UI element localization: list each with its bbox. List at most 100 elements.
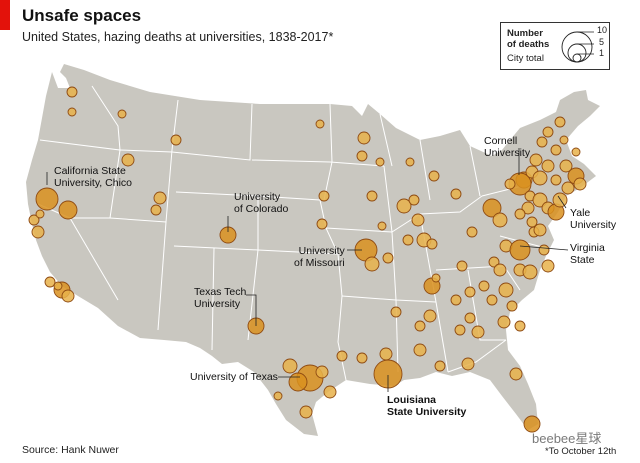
city-bubble [62,290,74,302]
city-bubble [68,108,76,116]
city-bubble [317,219,327,229]
city-bubble [494,264,506,276]
city-bubble [551,145,561,155]
label-university-of-texas: University of Texas [190,372,278,384]
footnote: *To October 12th [545,446,616,457]
city-bubble [537,137,547,147]
label-louisiana-state-university: Louisiana State University [387,395,466,418]
city-bubble [406,158,414,166]
city-bubble [32,226,44,238]
legend-title-line1: Number [507,28,543,39]
legend-subtitle: City total [507,53,544,64]
city-bubble [316,366,328,378]
city-bubble [432,274,440,282]
city-bubble [337,351,347,361]
city-bubble [465,287,475,297]
city-bubble [154,192,166,204]
city-bubble [376,158,384,166]
infographic-page: { "title": "Unsafe spaces", "subtitle": … [0,0,640,463]
city-bubble [515,209,525,219]
city-bubble [415,321,425,331]
city-bubble [574,178,586,190]
city-bubble [324,386,336,398]
city-bubble [465,313,475,323]
watermark: beebee星球 [532,428,601,447]
city-bubble [530,154,542,166]
city-bubble [510,368,522,380]
city-bubble [551,175,561,185]
city-bubble [151,205,161,215]
city-bubble [539,245,549,255]
city-bubble [457,261,467,271]
city-bubble [515,321,525,331]
label-cornell-university: Cornell University [484,136,530,159]
city-bubble [435,361,445,371]
city-bubble [560,160,572,172]
city-bubble [534,224,546,236]
legend-label-10: 10 [597,25,607,35]
city-bubble [365,257,379,271]
legend-label-5: 5 [599,37,604,47]
legend-circle-5 [568,44,586,62]
city-bubble [67,87,77,97]
city-bubble [118,110,126,118]
city-bubble [424,310,436,322]
city-bubble [427,239,437,249]
city-bubble [505,179,515,189]
city-bubble [319,191,329,201]
city-bubble [59,201,77,219]
label-california-state-chico: California State University, Chico [54,166,132,189]
label-yale-university: Yale University [570,208,616,231]
city-bubble [357,353,367,363]
city-bubble [542,160,554,172]
city-bubble [391,307,401,317]
city-bubble [36,188,58,210]
source-note: Source: Hank Nuwer [22,444,119,456]
city-bubble [289,373,307,391]
city-bubble [283,359,297,373]
city-bubble [472,326,484,338]
city-bubble [380,348,392,360]
label-university-of-missouri: University of Missouri [294,246,345,269]
city-bubble [54,282,62,290]
city-bubble [403,235,413,245]
city-bubble [316,120,324,128]
legend-title: Number of deaths [507,28,563,50]
city-bubble [499,283,513,297]
city-bubble [498,316,510,328]
city-bubble [523,265,537,279]
legend-circle-1 [573,54,581,62]
city-bubble [357,151,367,161]
city-bubble [543,127,553,137]
city-bubble [555,117,565,127]
city-bubble [429,171,439,181]
city-bubble [451,295,461,305]
city-bubble [542,260,554,272]
legend-title-line2: of deaths [507,39,549,50]
city-bubble [383,253,393,263]
city-bubble [462,358,474,370]
label-virginia-state: Virginia State [570,243,605,266]
city-bubble [45,277,55,287]
city-bubble [479,281,489,291]
city-bubble [300,406,312,418]
label-texas-tech-university: Texas Tech University [194,287,246,310]
city-bubble [572,148,580,156]
label-university-of-colorado: University of Colorado [234,192,288,215]
city-bubble [467,227,477,237]
city-bubble [358,132,370,144]
legend-label-1: 1 [599,48,604,58]
city-bubble [171,135,181,145]
city-bubble [409,195,419,205]
city-bubble [378,222,386,230]
city-bubble [507,301,517,311]
city-bubble [493,213,507,227]
city-bubble [36,210,44,218]
legend-circle-10 [562,32,592,62]
city-bubble [274,392,282,400]
legend: Number of deaths City total 10 5 1 [500,22,610,70]
city-bubble [455,325,465,335]
city-bubble [562,182,574,194]
city-bubble [451,189,461,199]
city-bubble [412,214,424,226]
